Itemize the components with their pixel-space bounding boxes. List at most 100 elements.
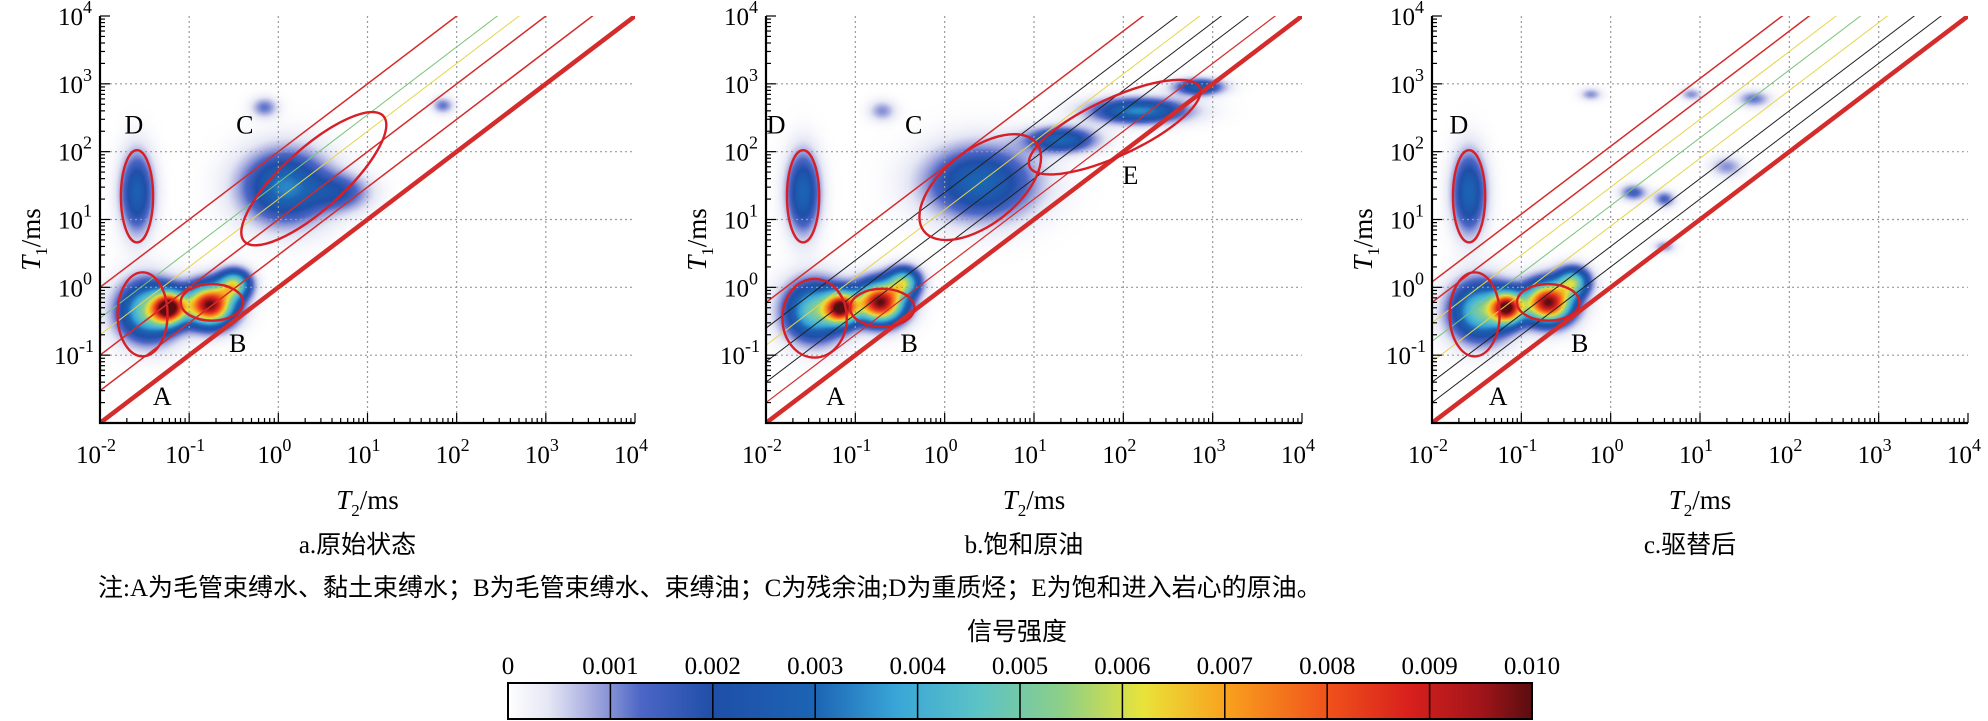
axis-ticks (1431, 15, 1969, 424)
x-axis-label: T2/ms (336, 485, 399, 520)
x-tick-label: 102 (1768, 435, 1802, 469)
y-tick-label: 102 (724, 133, 758, 167)
y-tick-label: 101 (58, 201, 92, 235)
panel-a: A B C D 10-2 10-1 100 101 102 103 104 10-1 100 101 102… (16, 0, 648, 559)
ratio-line-1 (1432, 16, 1968, 423)
ratio-line-16 (1432, 16, 1862, 342)
panel-caption: c.驱替后 (1644, 531, 1736, 559)
ratio-line-8 (766, 16, 1223, 363)
y-tick-label: 10-1 (1386, 336, 1426, 370)
y-tick-label: 100 (58, 268, 92, 302)
y-tick-label: 10-1 (54, 336, 94, 370)
ratio-line-4 (1432, 16, 1916, 383)
x-axis-label: T2/ms (1669, 485, 1732, 520)
ratio-line-60 (766, 16, 1145, 303)
colorbar-tick-label: 0.003 (787, 653, 843, 680)
region-B-label: B (1571, 329, 1588, 358)
x-tick-label: 10-2 (1408, 435, 1448, 469)
colorbar-tick-label: 0.009 (1401, 653, 1457, 680)
ratio-line-60 (1432, 16, 1811, 303)
x-tick-label: 10-2 (742, 435, 782, 469)
y-tick-label: 101 (724, 201, 758, 235)
x-tick-label: 10-1 (1497, 435, 1537, 469)
panel-caption: a.原始状态 (299, 531, 416, 559)
y-tick-label: 102 (1390, 133, 1424, 167)
y-tick-label: 104 (724, 0, 758, 31)
region-D-label: D (767, 111, 786, 140)
colorbar-tick-label: 0.007 (1197, 653, 1253, 680)
ratio-lines (766, 16, 1302, 423)
x-tick-label: 100 (924, 435, 958, 469)
region-D-label: D (125, 111, 144, 140)
region-C-label: C (236, 111, 253, 140)
region-A-label: A (826, 382, 845, 411)
y-tick-label: 101 (1390, 201, 1424, 235)
y-tick-label: 103 (1390, 65, 1424, 99)
y-axis-label: T1/ms (682, 208, 717, 271)
colorbar-tick-label: 0.008 (1299, 653, 1355, 680)
ratio-line-120 (1432, 16, 1784, 283)
region-D-ellipse (785, 148, 821, 244)
y-tick-label: 10-1 (720, 336, 760, 370)
y-tick-label: 103 (58, 65, 92, 99)
ratio-line-2 (1432, 16, 1942, 403)
ratio-line-10 (100, 16, 548, 356)
ratio-line-100 (100, 16, 458, 288)
x-tick-label: 103 (525, 435, 559, 469)
region-D-ellipse (119, 148, 155, 244)
ratio-line-4 (766, 16, 1250, 383)
x-tick-label: 104 (1947, 435, 1981, 469)
ratio-line-1 (766, 16, 1302, 423)
x-tick-label: 103 (1858, 435, 1892, 469)
ratio-line-3 (100, 16, 594, 392)
y-axis-label: T1/ms (16, 208, 51, 271)
x-tick-label: 103 (1192, 435, 1226, 469)
ratio-lines (1432, 16, 1968, 423)
colorbar-tick-label: 0.006 (1094, 653, 1150, 680)
ratio-line-2 (766, 16, 1277, 404)
region-E-label: E (1122, 161, 1138, 190)
tick-labels: 10-2 10-1 100 101 102 103 104 10-1 100 101 102 103 1… (720, 0, 1315, 469)
region-C-ellipse (240, 110, 388, 247)
x-tick-label: 101 (1013, 435, 1047, 469)
ratio-line-30 (1432, 16, 1837, 324)
colorbar-tick-labels: 0 0.001 0.002 0.003 0.004 0.005 0.006 0.007 0.00… (502, 653, 1560, 680)
region-B-label: B (900, 329, 917, 358)
axis-ticks (99, 15, 636, 424)
ratio-line-20 (100, 16, 520, 336)
x-tick-label: 10-2 (76, 435, 116, 469)
colorbar-tick-label: 0.001 (582, 653, 638, 680)
region-E-ellipse (1027, 78, 1202, 176)
colorbar-tick-marks (609, 683, 1431, 719)
y-tick-label: 103 (724, 65, 758, 99)
region-B-ellipse (848, 287, 916, 328)
ratio-lines (100, 16, 635, 423)
y-tick-label: 100 (724, 268, 758, 302)
axis-ticks (765, 15, 1303, 424)
region-B-ellipse (179, 282, 245, 322)
x-tick-label: 100 (257, 435, 291, 469)
ratio-line-25 (766, 16, 1178, 329)
x-tick-label: 102 (436, 435, 470, 469)
regions: A B C D E (767, 78, 1202, 411)
x-tick-label: 10-1 (831, 435, 871, 469)
y-axis-label: T1/ms (1348, 208, 1383, 271)
region-B-label: B (229, 329, 246, 358)
x-tick-label: 104 (614, 435, 648, 469)
x-tick-label: 101 (347, 435, 381, 469)
region-D-ellipse (1451, 148, 1487, 244)
region-A-ellipse (116, 271, 169, 358)
ratio-line-35 (100, 16, 499, 319)
panels: A B C D 10-2 10-1 100 101 102 103 104 10-1 100 101 102… (16, 0, 1981, 559)
x-tick-label: 100 (1590, 435, 1624, 469)
tick-labels: 10-2 10-1 100 101 102 103 104 10-1 100 101 102 103 1… (54, 0, 648, 469)
colorbar-title: 信号强度 (967, 618, 1067, 646)
colorbar-tick-label: 0.002 (685, 653, 741, 680)
x-tick-label: 102 (1102, 435, 1136, 469)
region-B-ellipse (1515, 282, 1581, 322)
region-C-label: C (905, 111, 922, 140)
colorbar-tick-label: 0.010 (1504, 653, 1560, 680)
x-tick-label: 104 (1281, 435, 1315, 469)
